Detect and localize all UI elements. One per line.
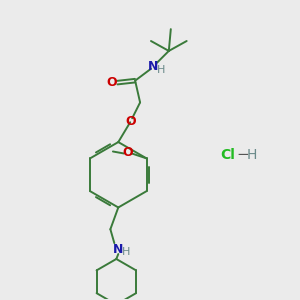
Text: H: H: [122, 247, 130, 257]
Text: N: N: [148, 60, 158, 73]
Text: N: N: [113, 243, 124, 256]
Text: −: −: [237, 148, 250, 163]
Text: O: O: [106, 76, 117, 89]
Text: O: O: [126, 115, 136, 128]
Text: O: O: [122, 146, 133, 159]
Text: H: H: [157, 65, 165, 75]
Text: Cl: Cl: [220, 148, 235, 162]
Text: H: H: [247, 148, 257, 162]
